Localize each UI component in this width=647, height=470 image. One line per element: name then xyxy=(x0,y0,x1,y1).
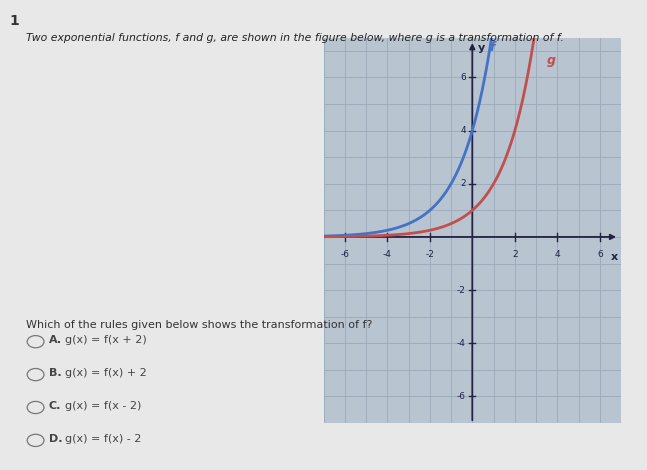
Text: 2: 2 xyxy=(460,179,466,188)
Text: f: f xyxy=(489,41,495,54)
Text: 6: 6 xyxy=(597,250,603,259)
Text: g(x) = f(x + 2): g(x) = f(x + 2) xyxy=(65,336,146,345)
Text: g(x) = f(x) - 2: g(x) = f(x) - 2 xyxy=(65,434,141,444)
Text: 1: 1 xyxy=(10,14,19,28)
Text: -4: -4 xyxy=(383,250,391,259)
Text: -2: -2 xyxy=(425,250,434,259)
Text: g(x) = f(x) + 2: g(x) = f(x) + 2 xyxy=(65,368,146,378)
Text: g(x) = f(x - 2): g(x) = f(x - 2) xyxy=(65,401,141,411)
Text: 4: 4 xyxy=(554,250,560,259)
Text: -6: -6 xyxy=(457,392,466,401)
Text: -2: -2 xyxy=(457,286,466,295)
Text: -4: -4 xyxy=(457,339,466,348)
Text: Two exponential functions, f and g, are shown in the figure below, where g is a : Two exponential functions, f and g, are … xyxy=(26,33,564,43)
Text: 4: 4 xyxy=(460,126,466,135)
Text: x: x xyxy=(611,251,619,262)
Text: 6: 6 xyxy=(460,73,466,82)
Text: y: y xyxy=(477,43,485,53)
Text: Which of the rules given below shows the transformation of f?: Which of the rules given below shows the… xyxy=(26,320,372,329)
Text: A.: A. xyxy=(49,336,61,345)
Text: C.: C. xyxy=(49,401,61,411)
Text: B.: B. xyxy=(49,368,61,378)
Text: g: g xyxy=(547,54,556,67)
Text: 2: 2 xyxy=(512,250,518,259)
Text: D.: D. xyxy=(49,434,62,444)
Text: -6: -6 xyxy=(340,250,349,259)
